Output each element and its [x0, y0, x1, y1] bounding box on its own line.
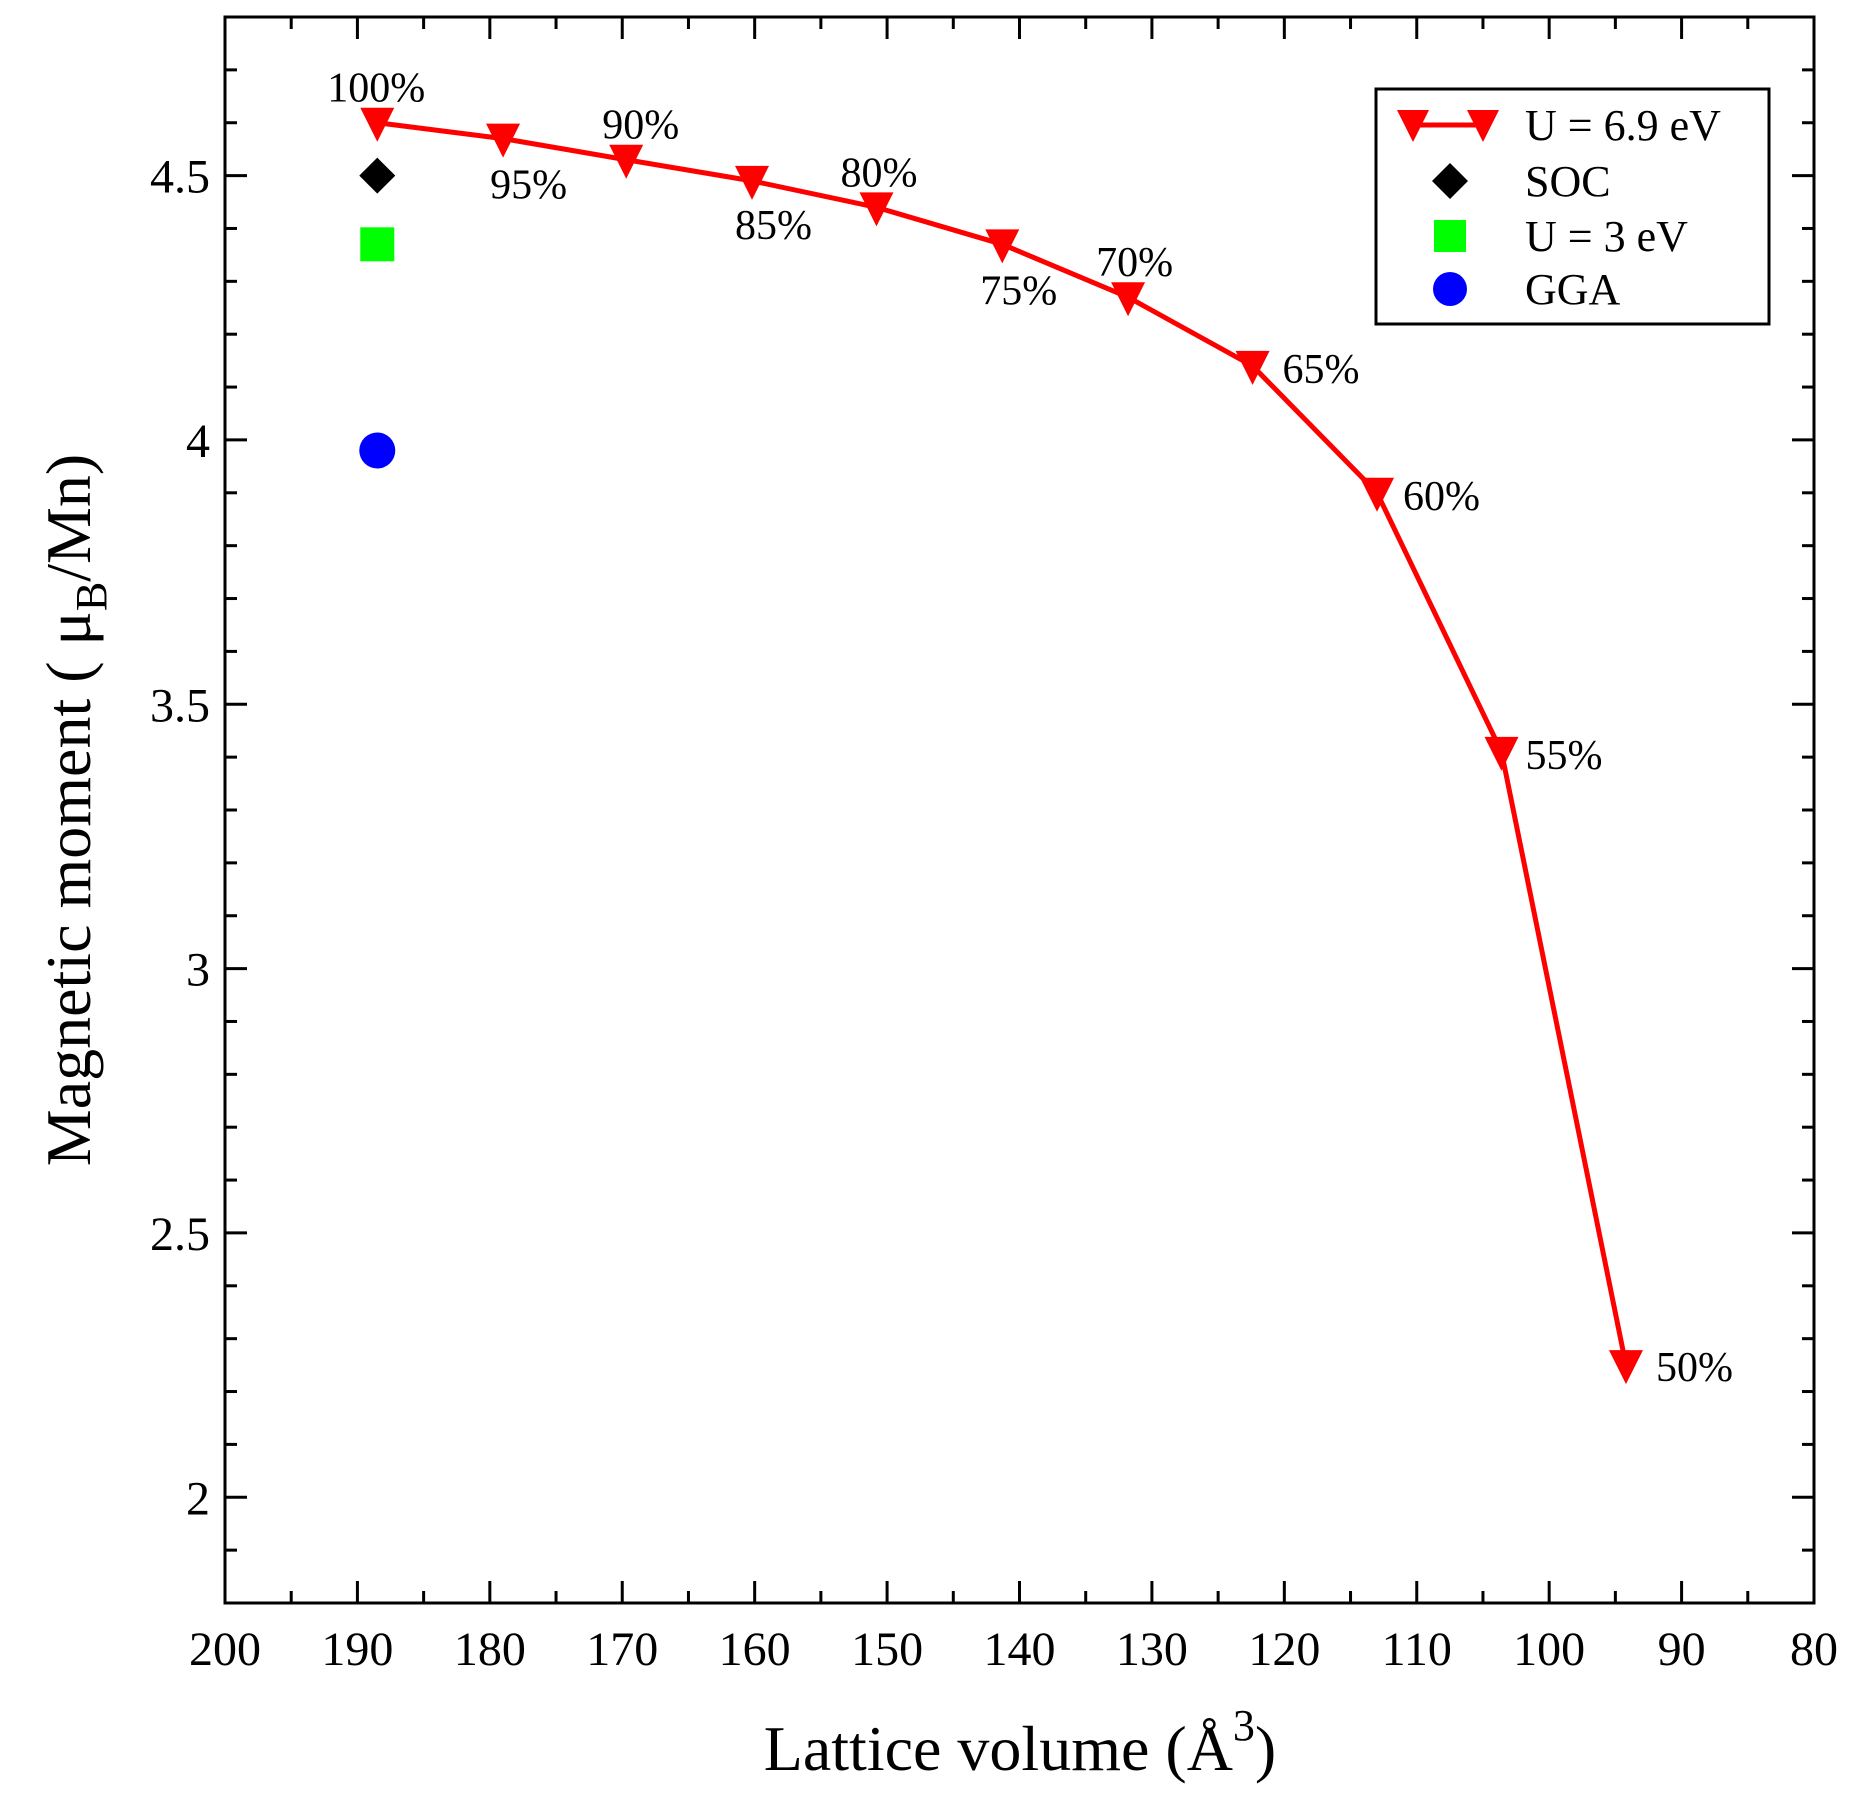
x-tick-label: 120: [1248, 1623, 1320, 1676]
y-axis-title-subscript: B: [67, 582, 116, 611]
data-label: 95%: [490, 163, 567, 209]
x-tick-label: 160: [719, 1623, 791, 1676]
legend-label-u3: U = 3 eV: [1525, 212, 1688, 261]
x-tick-label: 190: [321, 1623, 393, 1676]
data-label: 80%: [840, 150, 917, 196]
data-point-triangle: [1360, 477, 1395, 512]
legend-label-soc: SOC: [1525, 157, 1611, 206]
x-tick-label: 150: [851, 1623, 923, 1676]
x-tick-label: 140: [984, 1623, 1056, 1676]
data-point-triangle: [1111, 282, 1146, 317]
y-tick-label: 3: [186, 944, 210, 997]
data-point-triangle: [1484, 736, 1519, 771]
data-label: 70%: [1096, 240, 1173, 286]
data-label: 100%: [327, 66, 425, 112]
y-tick-label: 4: [186, 415, 210, 468]
y-tick-label: 3.5: [150, 679, 210, 732]
legend-marker-u69-right: [1467, 110, 1499, 142]
legend-marker-soc: [1432, 163, 1468, 199]
x-tick-label: 100: [1513, 1623, 1585, 1676]
x-axis-title: Lattice volume (Å3): [764, 1701, 1276, 1784]
data-label: 85%: [735, 203, 812, 249]
data-label: 60%: [1403, 474, 1480, 520]
x-tick-label: 170: [586, 1623, 658, 1676]
x-tick-label: 110: [1382, 1623, 1452, 1676]
x-tick-label: 180: [454, 1623, 526, 1676]
point-labels: 100% 95% 90% 85% 80% 75% 70% 65% 60% 55% 50%: [327, 66, 1733, 1391]
y-tick-label: 4.5: [150, 151, 210, 204]
data-point-square: [360, 227, 395, 262]
tick-labels: 200 190 180 170 160 150 140 130 120 110 100 90 80 2 2.…: [150, 151, 1838, 1676]
data-point-triangle: [1235, 350, 1270, 385]
data-label: 65%: [1283, 347, 1360, 393]
series-layer: [359, 107, 1643, 1385]
legend-marker-u69-left: [1397, 110, 1429, 142]
y-axis-title-suffix: /Mn): [33, 454, 104, 582]
x-axis-title-superscript: 3: [1233, 1701, 1255, 1750]
legend-label-u69: U = 6.9 eV: [1525, 101, 1721, 150]
y-tick-label: 2.5: [150, 1208, 210, 1261]
legend-marker-u3: [1434, 220, 1466, 252]
legend-marker-gga: [1433, 272, 1467, 306]
data-point-triangle: [1608, 1350, 1643, 1385]
data-label: 50%: [1656, 1345, 1733, 1391]
data-label: 90%: [602, 103, 679, 149]
y-tick-label: 2: [186, 1472, 210, 1525]
x-tick-label: 90: [1658, 1623, 1706, 1676]
data-point-triangle: [486, 123, 521, 158]
axis-ticks: [223, 15, 1816, 1605]
data-label: 75%: [980, 268, 1057, 314]
legend: U = 6.9 eV SOC U = 3 eV GGA: [1374, 87, 1771, 326]
data-point-triangle: [360, 107, 395, 142]
x-tick-label: 80: [1790, 1623, 1838, 1676]
x-tick-label: 200: [189, 1623, 261, 1676]
data-point-circle: [359, 432, 396, 469]
data-point-triangle: [609, 144, 644, 179]
data-point-triangle: [735, 165, 770, 200]
x-axis-title-close: ): [1255, 1713, 1276, 1784]
data-point-triangle: [985, 229, 1020, 264]
plot-frame: [223, 15, 1816, 1605]
data-point-diamond: [359, 157, 396, 194]
legend-label-gga: GGA: [1525, 265, 1621, 314]
y-axis-title: Magnetic moment ( μB/Mn): [33, 454, 116, 1166]
data-label: 55%: [1525, 733, 1602, 779]
x-tick-label: 130: [1116, 1623, 1188, 1676]
data-point-triangle: [859, 192, 894, 227]
